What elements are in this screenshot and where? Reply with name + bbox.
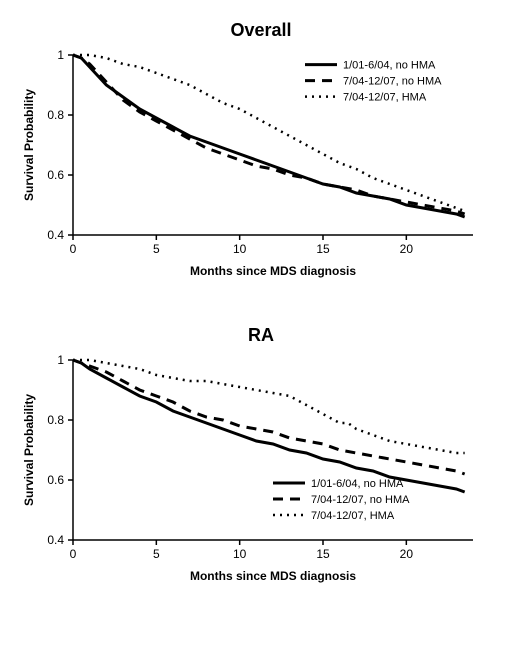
legend-label: 7/04-12/07, HMA (311, 510, 395, 522)
y-tick-label: 1 (57, 48, 64, 62)
x-axis-label: Months since MDS diagnosis (190, 569, 356, 583)
legend-label: 1/01-6/04, no HMA (311, 478, 404, 490)
chart-ra: RA0.40.60.8105101520Months since MDS dia… (15, 325, 507, 590)
charts-root: Overall0.40.60.8105101520Months since MD… (15, 20, 507, 590)
x-tick-label: 20 (400, 547, 414, 561)
legend-label: 7/04-12/07, no HMA (343, 76, 442, 88)
y-tick-label: 0.6 (47, 473, 64, 487)
y-tick-label: 0.4 (47, 228, 64, 242)
series-1 (73, 360, 465, 474)
series-2 (73, 360, 465, 453)
legend-label: 7/04-12/07, no HMA (311, 494, 410, 506)
x-tick-label: 10 (233, 242, 247, 256)
y-axis-label: Survival Probability (22, 394, 36, 506)
x-tick-label: 20 (400, 242, 414, 256)
chart-overall: Overall0.40.60.8105101520Months since MD… (15, 20, 507, 285)
chart-overall-svg: 0.40.60.8105101520Months since MDS diagn… (15, 45, 483, 285)
chart-ra-svg: 0.40.60.8105101520Months since MDS diagn… (15, 350, 483, 590)
series-0 (73, 360, 465, 492)
y-tick-label: 0.4 (47, 533, 64, 547)
x-tick-label: 5 (153, 547, 160, 561)
y-tick-label: 0.6 (47, 168, 64, 182)
x-tick-label: 10 (233, 547, 247, 561)
x-tick-label: 5 (153, 242, 160, 256)
x-tick-label: 15 (316, 547, 330, 561)
legend-label: 1/01-6/04, no HMA (343, 60, 436, 72)
x-tick-label: 15 (316, 242, 330, 256)
x-tick-label: 0 (70, 242, 77, 256)
legend-label: 7/04-12/07, HMA (343, 92, 427, 104)
y-tick-label: 0.8 (47, 108, 64, 122)
chart-title: Overall (15, 20, 507, 41)
y-axis-label: Survival Probability (22, 89, 36, 201)
chart-title: RA (15, 325, 507, 346)
y-tick-label: 0.8 (47, 413, 64, 427)
x-axis-label: Months since MDS diagnosis (190, 264, 356, 278)
x-tick-label: 0 (70, 547, 77, 561)
y-tick-label: 1 (57, 353, 64, 367)
